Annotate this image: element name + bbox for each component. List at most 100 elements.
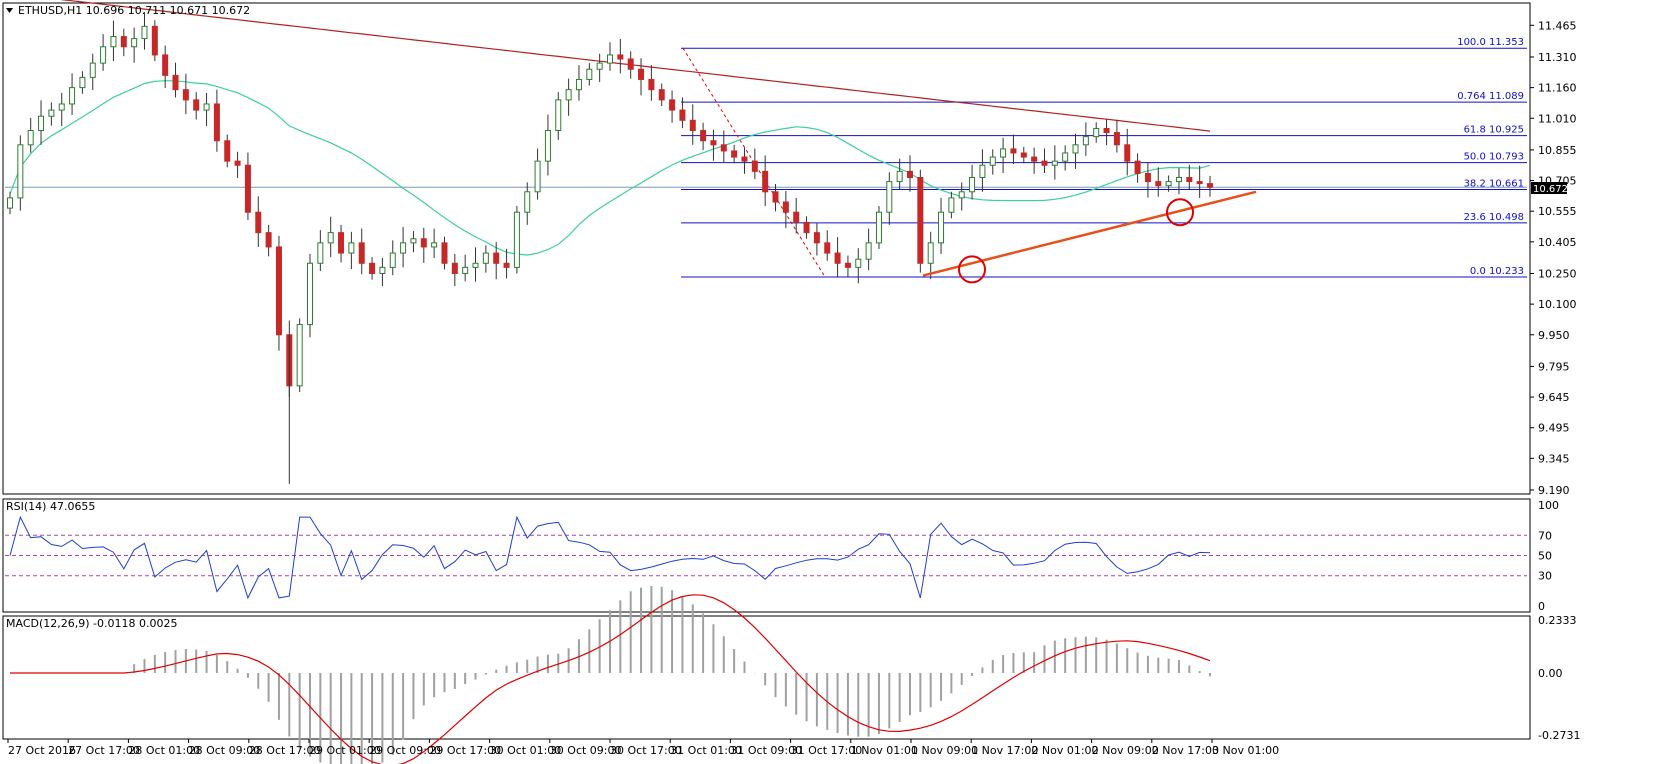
candle-body — [1020, 152, 1027, 158]
candle-body — [844, 262, 851, 268]
candle-body — [17, 144, 24, 199]
candle-body — [100, 46, 107, 64]
fib-label: 23.6 10.498 — [1464, 212, 1524, 223]
macd-tick-label: 0.2333 — [1538, 614, 1577, 627]
candle-body — [348, 242, 355, 254]
candle-body — [938, 211, 945, 244]
price-tick-label: 9.495 — [1538, 422, 1570, 435]
candle-body — [172, 74, 179, 91]
candle-body — [410, 238, 417, 244]
candle-body — [648, 78, 655, 91]
overlays — [922, 190, 1257, 284]
candle-body — [731, 150, 738, 158]
time-tick-label: 28 Oct 09:00 — [189, 744, 261, 757]
candle-body — [451, 262, 458, 274]
time-tick-label: 1 Nov 01:00 — [851, 744, 918, 757]
candle-body — [379, 266, 386, 274]
candle-body — [1041, 160, 1048, 166]
rsi-indicator: 100 70 50 30 0 — [5, 499, 1559, 613]
candle-body — [720, 144, 727, 152]
main-title: ETHUSD,H1 10.696 10.711 10.671 10.672 — [18, 4, 250, 17]
candle-body — [1155, 181, 1162, 187]
candle-body — [1072, 144, 1079, 154]
candle-body — [1010, 148, 1017, 154]
candle-body — [969, 176, 976, 193]
candle-body — [555, 99, 562, 132]
candle-body — [865, 242, 872, 260]
time-tick-label: 31 Oct 01:00 — [670, 744, 742, 757]
fib-label: 38.2 10.661 — [1464, 179, 1524, 190]
time-tick-label: 29 Oct 09:00 — [369, 744, 441, 757]
candle-body — [317, 242, 324, 264]
candle-body — [482, 252, 489, 264]
candle-body — [596, 62, 603, 70]
macd-signal-line — [10, 594, 1211, 764]
price-tick-label: 9.795 — [1538, 360, 1570, 373]
price-tick-label: 11.010 — [1538, 112, 1577, 125]
candle-body — [213, 103, 220, 142]
rsi-line — [9, 515, 1211, 600]
candle-body — [948, 197, 955, 213]
candle-body — [855, 258, 862, 268]
candle-body — [1207, 183, 1213, 188]
rsi-title: RSI(14) 47.0655 — [6, 500, 95, 513]
candle-body — [979, 164, 986, 178]
candle-body — [586, 68, 593, 80]
candle-body — [244, 164, 251, 213]
candle-body — [751, 160, 758, 172]
candle-body — [689, 119, 696, 132]
candle-body — [162, 54, 169, 76]
support-trendline — [922, 190, 1257, 277]
candle-body — [420, 238, 427, 248]
last-price-tag — [1531, 182, 1567, 194]
candle-body — [472, 262, 479, 268]
candle-body — [27, 130, 34, 146]
fibonacci-levels: 100.0 11.353 0.764 11.089 61.8 10.925 50.0 … — [5, 37, 1527, 278]
candle-body — [1144, 172, 1151, 183]
candle-body — [120, 36, 127, 48]
fib-label: 61.8 10.925 — [1464, 125, 1524, 136]
time-tick-label: 31 Oct 17:00 — [791, 744, 863, 757]
candle-body — [1103, 127, 1110, 134]
time-tick-label: 3 Nov 01:00 — [1212, 744, 1279, 757]
highlight-circle — [958, 255, 986, 284]
candle-body — [834, 252, 841, 264]
candle-body — [58, 103, 65, 111]
candle-body — [1113, 132, 1120, 146]
candle-body — [441, 242, 448, 264]
macd-tick-label: -0.2731 — [1538, 729, 1580, 742]
candle-body — [255, 211, 262, 234]
price-tick-label: 10.250 — [1538, 267, 1577, 280]
candle-body — [803, 221, 810, 234]
macd-panel — [2, 615, 1531, 740]
time-tick-label: 29 Oct 17:00 — [429, 744, 501, 757]
candle-body — [907, 170, 913, 178]
candle-body — [1093, 127, 1100, 138]
time-tick-label: 27 Oct 2016 — [8, 744, 76, 757]
candle-body — [544, 130, 551, 162]
candle-body — [1031, 156, 1038, 162]
candle-body — [638, 68, 645, 80]
candle-body — [524, 191, 531, 213]
time-tick-label: 28 Oct 17:00 — [249, 744, 321, 757]
price-tick-label: 11.160 — [1538, 82, 1577, 95]
candle-body — [607, 54, 613, 64]
fib-label: 0.764 11.089 — [1457, 91, 1524, 102]
candle-body — [358, 242, 365, 264]
candle-body — [110, 36, 117, 48]
candle-body — [513, 211, 520, 268]
fib-label: 50.0 10.793 — [1464, 152, 1524, 163]
candle-body — [772, 191, 779, 203]
macd-title: MACD(12,26,9) -0.0118 0.0025 — [6, 617, 177, 630]
time-tick-label: 1 Nov 09:00 — [911, 744, 978, 757]
time-tick-label: 1 Nov 17:00 — [971, 744, 1038, 757]
candle-body — [669, 99, 676, 111]
price-tick-label: 10.100 — [1538, 298, 1577, 311]
macd-tick-label: 0.00 — [1538, 667, 1563, 680]
candle-body — [1051, 160, 1058, 166]
time-tick-label: 2 Nov 17:00 — [1152, 744, 1219, 757]
candle-body — [265, 232, 272, 248]
price-tick-label: 9.190 — [1538, 484, 1570, 497]
candle-body — [1165, 181, 1172, 187]
